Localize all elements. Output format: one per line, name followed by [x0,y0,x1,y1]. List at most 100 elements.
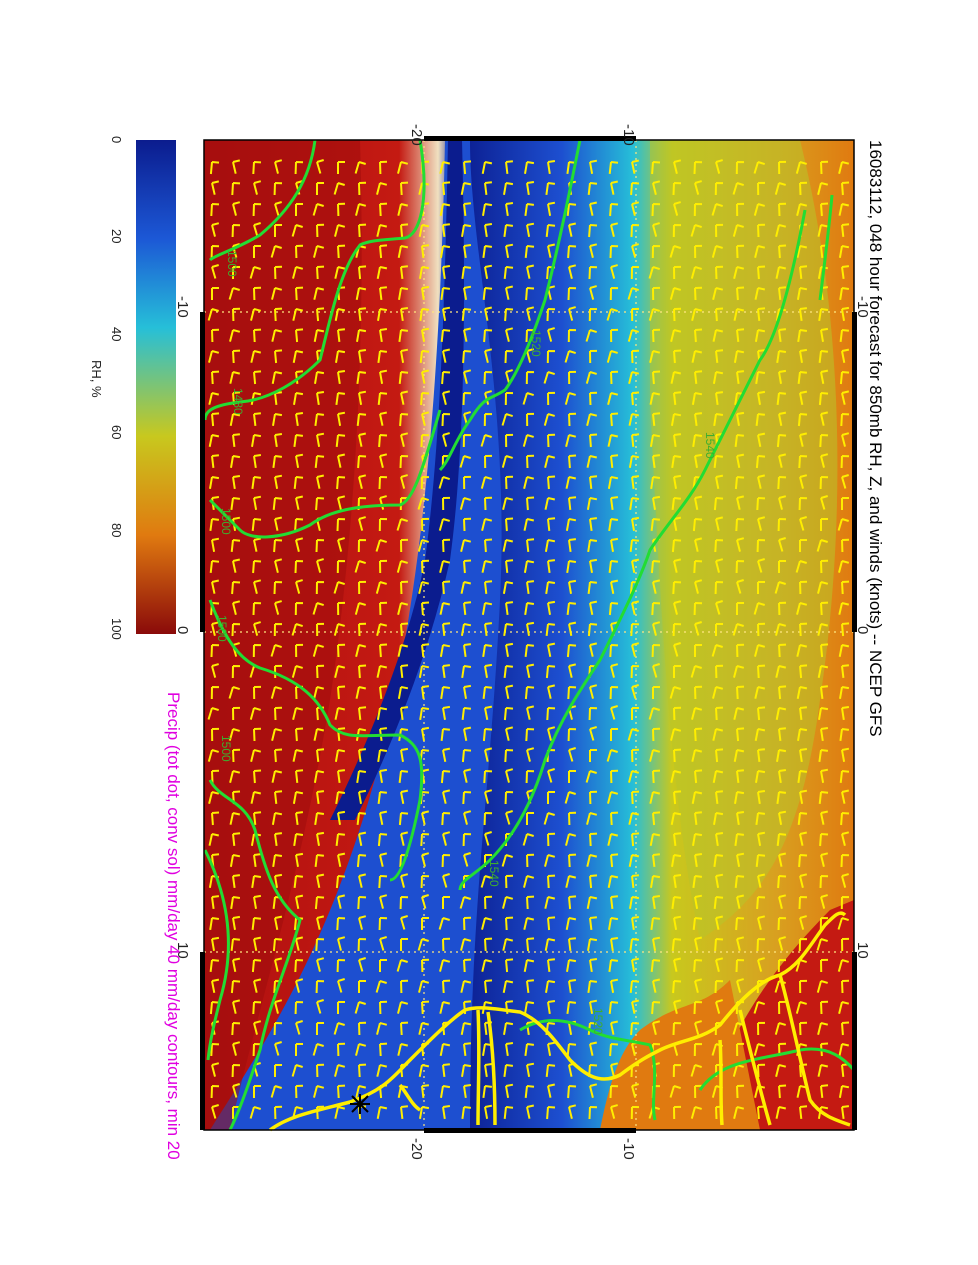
wind-barb [400,1105,409,1120]
wind-barb [463,601,472,616]
wind-barb [778,894,787,909]
wind-barb [648,707,660,720]
wind-barb [778,601,787,616]
wind-barb [232,915,241,930]
left-tick-label: -10 [174,296,191,318]
height-contours [203,139,856,1131]
wind-barb [629,539,640,553]
wind-barb [735,560,745,574]
wind-barb [273,539,283,553]
wind-barb [839,329,850,343]
wind-barb [271,329,283,342]
wind-barb [840,812,850,826]
wind-barb [523,560,535,573]
wind-barb [379,411,388,426]
wind-barb [295,1043,303,1056]
wind-barb [253,370,262,385]
wind-barb [652,1020,661,1035]
wind-barb [274,349,283,364]
wind-barb [252,203,262,217]
wind-barb [652,686,660,699]
wind-barb [713,812,724,825]
wind-barb [400,789,409,804]
wind-barb [568,1104,577,1119]
wind-barb [315,539,325,553]
wind-barb [630,1022,640,1036]
wind-barb [608,602,619,616]
wind-barb [315,581,325,595]
wind-barb [694,244,703,259]
wind-barb [336,917,346,931]
wind-barb [715,265,724,280]
wind-barb [841,873,849,888]
wind-barb [672,1064,682,1078]
wind-barb [250,791,262,804]
wind-barb [649,791,661,804]
wind-barb [210,686,220,700]
wind-barb [778,1084,787,1099]
wind-barb [231,665,241,679]
wind-barb [314,455,325,469]
wind-barb [799,706,808,721]
wind-barb [628,812,640,825]
wind-barb [694,727,703,742]
wind-barb [820,495,828,510]
contour-line [208,409,442,539]
wind-barb [484,979,493,994]
wind-barb [293,434,304,448]
wind-barb [755,455,766,469]
wind-barb [505,243,514,258]
wind-barb [463,852,471,867]
wind-barb [631,916,640,931]
wind-barb [797,728,808,741]
wind-barb [652,895,661,910]
wind-barb [400,622,409,637]
wind-barb [379,685,388,700]
wind-barb [400,1021,409,1036]
wind-barb [418,1064,430,1077]
wind-barb [610,1020,619,1035]
wind-barb [313,770,325,783]
wind-barb [442,979,451,994]
wind-barb [671,854,682,867]
wind-barb [271,770,283,783]
wind-barb [608,161,619,175]
wind-barb [377,350,388,364]
wind-barb [505,160,514,175]
contour-label: 1540 [703,432,717,459]
wind-barb [776,350,787,364]
wind-barb [568,747,576,762]
wind-barb [757,1021,766,1036]
wind-barb [587,581,598,595]
wind-barb [295,244,304,259]
wind-barb [797,371,808,385]
wind-barb [610,264,618,279]
wind-barb [652,180,661,195]
wind-barb [421,685,430,700]
wind-barb [357,938,367,952]
wind-barb [546,308,556,322]
wind-barb [461,1106,472,1120]
wind-barb [733,665,745,678]
wind-barb [671,497,682,511]
wind-barb [692,917,703,931]
wind-barb [398,329,409,343]
wind-barb [419,707,430,721]
wind-barb [757,915,766,930]
wind-barb [253,978,262,993]
wind-barb [274,790,283,805]
wind-barb [610,370,619,385]
wind-barb [711,644,723,657]
wind-barb [753,1001,765,1014]
wind-barb [817,581,829,594]
wind-barb [610,222,619,237]
wind-barb [631,349,640,364]
wind-barb [379,160,388,175]
wind-barb [211,180,220,195]
wind-barb [440,728,451,742]
wind-barb [568,222,577,237]
wind-barb [799,580,808,595]
wind-barb [272,497,283,511]
wind-barb [589,1083,598,1098]
wind-barb [419,350,430,364]
